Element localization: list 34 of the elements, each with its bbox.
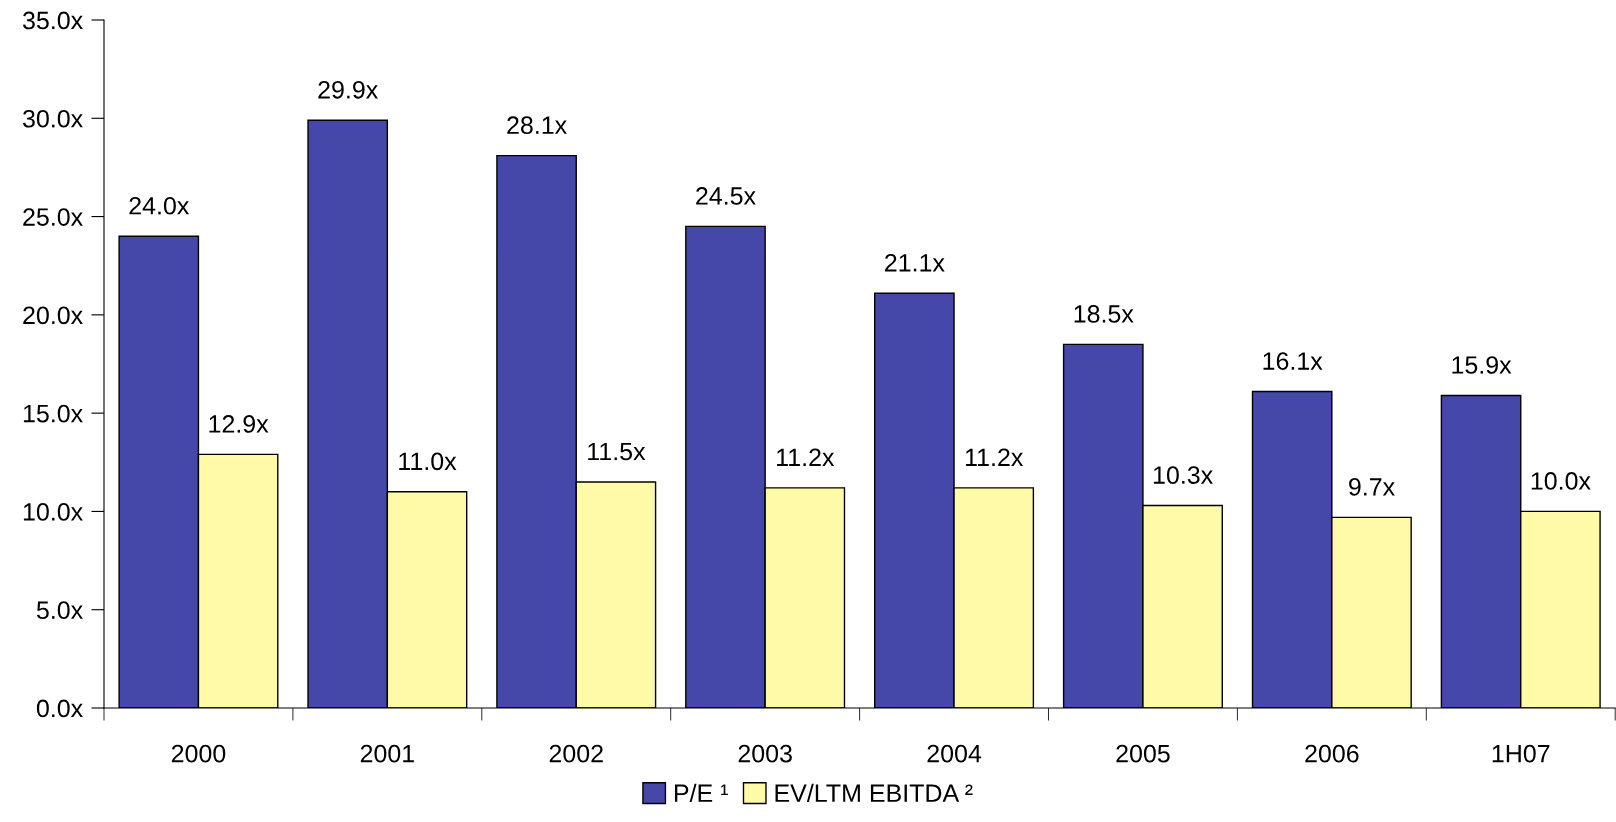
data-label: 11.5x <box>588 442 646 461</box>
legend-label: P/E ¹ <box>674 783 728 803</box>
x-tick-label: 2006 <box>1305 744 1359 763</box>
data-label: 18.5x <box>1074 305 1134 323</box>
data-label: 11.2x <box>777 448 835 466</box>
legend-label: EV/LTM EBITDA ² <box>775 783 973 803</box>
x-tick-label: 1H07 <box>1492 744 1550 763</box>
x-tick-label: 2004 <box>927 744 982 763</box>
y-tick-label: 25.0x <box>23 208 83 226</box>
data-label: 24.0x <box>129 196 190 215</box>
y-tick-label: 15.0x <box>23 404 83 423</box>
data-label: 16.1x <box>1263 352 1323 370</box>
x-tick-label: 2001 <box>360 744 414 763</box>
x-tick-label: 2002 <box>549 744 603 763</box>
y-tick-label: 35.0x <box>22 11 83 30</box>
x-tick-label: 2003 <box>738 744 792 763</box>
x-tick-label: 2005 <box>1116 744 1170 763</box>
data-label: 9.7x <box>1349 478 1395 496</box>
data-label: 10.0x <box>1531 472 1591 490</box>
y-tick-label: 30.0x <box>22 109 83 128</box>
y-tick-label: 10.0x <box>23 503 83 521</box>
y-tick-label: 5.0x <box>36 601 83 620</box>
data-label: 11.0x <box>399 452 457 471</box>
data-label: 21.1x <box>885 253 945 272</box>
data-label: 11.2x <box>965 448 1024 466</box>
data-label: 28.1x <box>507 116 567 135</box>
data-label: 29.9x <box>318 80 378 99</box>
data-label: 12.9x <box>209 415 269 433</box>
data-label: 10.3x <box>1153 466 1213 484</box>
y-tick-label: 0.0x <box>36 699 83 718</box>
x-tick-label: 2000 <box>171 744 226 763</box>
data-label: 15.9x <box>1452 356 1512 374</box>
y-tick-label: 20.0x <box>23 306 83 325</box>
data-label: 24.5x <box>696 187 756 205</box>
